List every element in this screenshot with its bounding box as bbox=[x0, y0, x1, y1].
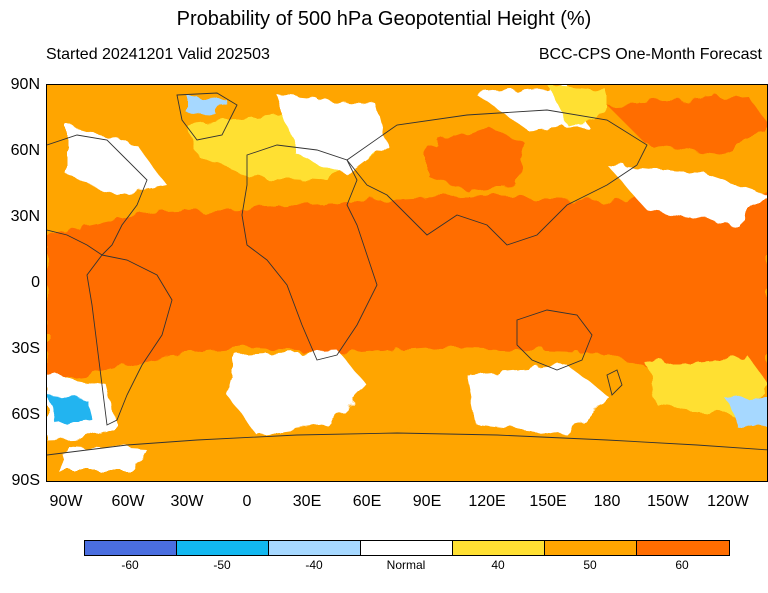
lat-label-90s: 90S bbox=[11, 472, 40, 489]
band-50-antarctic bbox=[47, 430, 767, 481]
lon-label-60w: 60W bbox=[111, 493, 145, 510]
lat-label-30n: 30N bbox=[10, 208, 40, 225]
chart-title: Probability of 500 hPa Geopotential Heig… bbox=[176, 8, 592, 30]
patch-neg50 bbox=[47, 395, 92, 425]
colorbar-swatch-neg60 bbox=[85, 541, 177, 555]
colorbar-label-50: 50 bbox=[583, 558, 597, 572]
colorbar-swatch-neg40 bbox=[269, 541, 361, 555]
colorbar-swatch-40 bbox=[453, 541, 545, 555]
lon-label-150e: 150E bbox=[529, 493, 567, 510]
forecast-source: BCC-CPS One-Month Forecast bbox=[538, 46, 762, 63]
patch-60-pacific-north bbox=[607, 95, 767, 155]
band-60-tropics bbox=[47, 193, 767, 385]
lon-label-90e: 90E bbox=[412, 493, 442, 510]
lon-label-0: 0 bbox=[242, 493, 252, 510]
lon-label-120w: 120W bbox=[707, 493, 749, 510]
colorbar-label-normal: Normal bbox=[386, 558, 426, 572]
lat-label-90n: 90N bbox=[10, 76, 40, 93]
forecast-dates: Started 20241201 Valid 202503 bbox=[46, 46, 270, 63]
lon-label-150w: 150W bbox=[647, 493, 689, 510]
colorbar bbox=[84, 540, 730, 556]
lon-label-120e: 120E bbox=[468, 493, 506, 510]
patch-60-asia bbox=[427, 125, 527, 190]
colorbar-label-40: 40 bbox=[491, 558, 505, 572]
colorbar-label-neg60: -60 bbox=[121, 558, 139, 572]
lon-label-60e: 60E bbox=[352, 493, 382, 510]
colorbar-swatch-60 bbox=[637, 541, 729, 555]
probability-map bbox=[46, 84, 768, 482]
patch-normal-south-atlantic bbox=[227, 350, 367, 435]
patch-normal-pacific bbox=[607, 165, 767, 225]
colorbar-swatch-normal bbox=[361, 541, 453, 555]
lon-label-180: 180 bbox=[593, 493, 621, 510]
lon-label-30w: 30W bbox=[170, 493, 204, 510]
patch-neg40 bbox=[727, 395, 767, 427]
colorbar-labels: -60 -50 -40 Normal 40 50 60 bbox=[84, 558, 728, 574]
lon-label-90w: 90W bbox=[49, 493, 83, 510]
map-canvas bbox=[47, 85, 767, 481]
colorbar-swatch-neg50 bbox=[177, 541, 269, 555]
lat-label-60n: 60N bbox=[10, 142, 40, 159]
lat-label-30s: 30S bbox=[11, 340, 40, 357]
colorbar-swatch-50 bbox=[545, 541, 637, 555]
lon-label-30e: 30E bbox=[292, 493, 322, 510]
patch-40-siberia bbox=[547, 85, 607, 125]
colorbar-label-60: 60 bbox=[675, 558, 689, 572]
lat-label-0: 0 bbox=[31, 274, 40, 291]
patch-neg40-north bbox=[187, 95, 227, 115]
colorbar-label-neg40: -40 bbox=[305, 558, 323, 572]
patch-normal-na bbox=[67, 125, 167, 195]
patch-normal-south-indian bbox=[467, 365, 607, 435]
patch-normal-europe bbox=[277, 95, 387, 175]
coastlines bbox=[47, 92, 767, 456]
colorbar-label-neg50: -50 bbox=[213, 558, 231, 572]
lat-label-60s: 60S bbox=[11, 406, 40, 423]
